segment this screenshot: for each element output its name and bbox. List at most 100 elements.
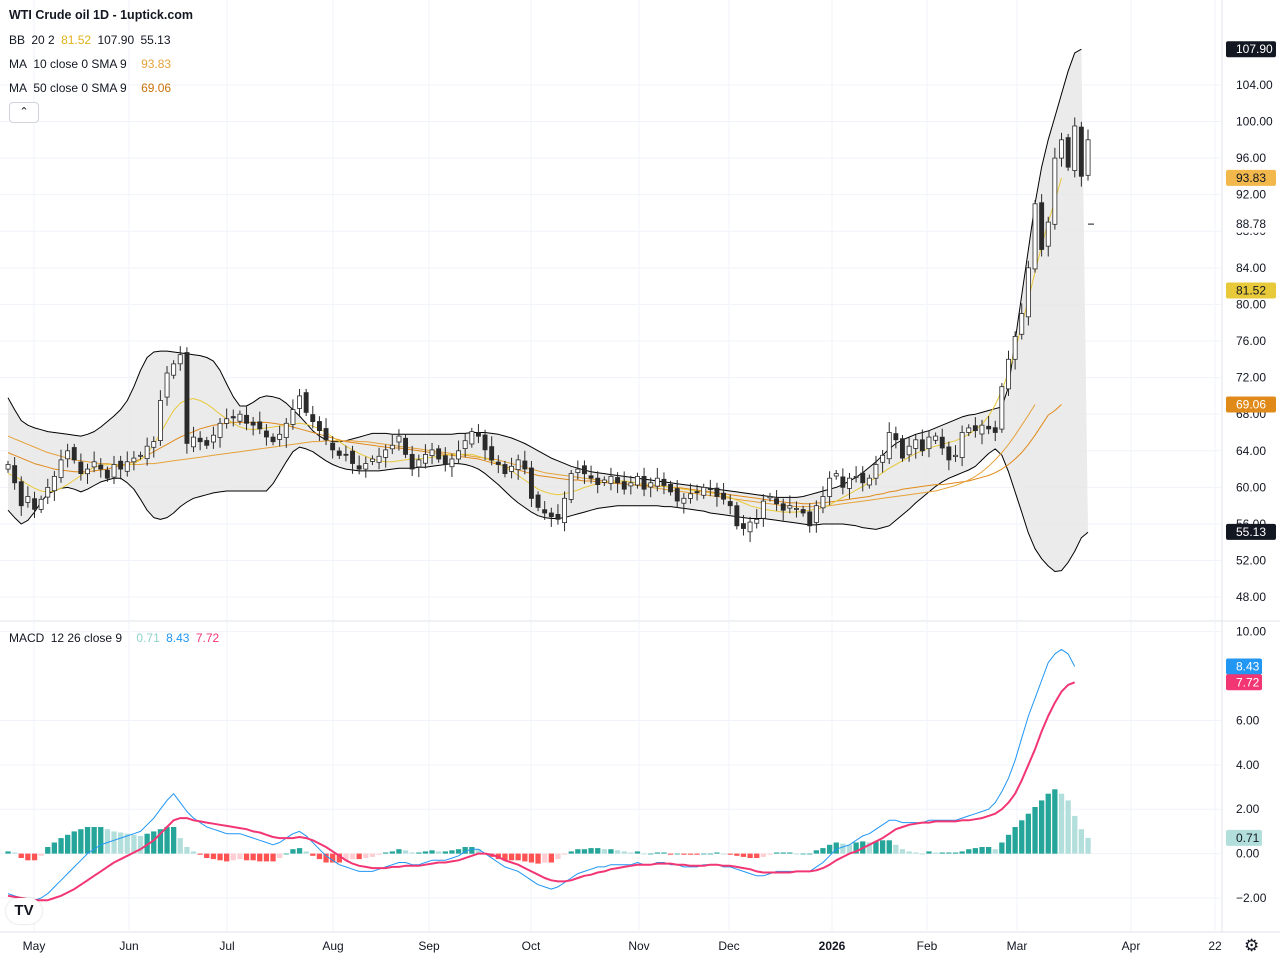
time-tick-label: Jul bbox=[219, 939, 234, 953]
candle-body bbox=[197, 437, 203, 443]
macd-histogram-bar bbox=[197, 853, 203, 855]
macd-histogram-bar bbox=[51, 842, 57, 854]
macd-histogram-bar bbox=[720, 853, 727, 855]
macd-histogram-bar bbox=[263, 853, 270, 862]
macd-histogram-bar bbox=[71, 831, 77, 854]
candle-body bbox=[32, 498, 37, 510]
bb-legend[interactable]: BB 20 2 81.52 107.90 55.13 bbox=[9, 33, 174, 47]
macd-histogram-bar bbox=[846, 844, 853, 854]
candle-body bbox=[933, 435, 939, 441]
candle-body bbox=[588, 475, 594, 479]
candle-body bbox=[164, 372, 170, 398]
candle-body bbox=[1032, 203, 1038, 270]
candle-body bbox=[138, 454, 143, 457]
ma50-value: 69.06 bbox=[141, 81, 172, 95]
candle-body bbox=[615, 477, 620, 484]
price-tick-label: 80.00 bbox=[1236, 297, 1266, 311]
collapse-legend-button[interactable]: ⌃ bbox=[9, 102, 39, 123]
macd-histogram-bar bbox=[58, 838, 64, 854]
macd-histogram-bar bbox=[157, 829, 164, 854]
macd-histogram-bar bbox=[436, 851, 442, 854]
ma50-legend[interactable]: MA 50 close 0 SMA 9 69.06 bbox=[9, 81, 174, 95]
macd-histogram-bar bbox=[1039, 800, 1045, 854]
macd-histogram-bar bbox=[429, 850, 435, 854]
bb-basis-line bbox=[7, 404, 1062, 505]
price-value-label: 69.06 bbox=[1236, 397, 1266, 411]
macd-histogram-bar bbox=[224, 853, 230, 862]
candle-body bbox=[475, 432, 481, 437]
time-tick-label: Oct bbox=[522, 939, 541, 953]
macd-histogram-bar bbox=[833, 842, 839, 854]
macd-histogram-bar bbox=[1085, 837, 1091, 854]
candle-body bbox=[1039, 202, 1045, 250]
tradingview-logo-icon[interactable]: TV bbox=[6, 898, 42, 924]
candle-body bbox=[250, 421, 256, 426]
candle-body bbox=[509, 465, 514, 472]
macd-histogram-bar bbox=[740, 853, 747, 857]
macd-histogram-bar bbox=[601, 849, 607, 854]
macd-histogram-bar bbox=[330, 853, 336, 863]
candle-body bbox=[502, 464, 508, 475]
macd-histogram-bar bbox=[409, 852, 415, 854]
macd-value-badge bbox=[1226, 829, 1262, 846]
macd-histogram-bar bbox=[780, 852, 786, 854]
ma10-legend[interactable]: MA 10 close 0 SMA 9 93.83 bbox=[9, 57, 174, 71]
candle-body bbox=[489, 446, 495, 461]
candle-body bbox=[91, 461, 97, 468]
macd-histogram-bar bbox=[316, 853, 323, 860]
macd-histogram-bar bbox=[568, 851, 574, 854]
bb-params: 20 2 bbox=[31, 33, 55, 47]
candle-body bbox=[1052, 157, 1058, 225]
macd-histogram-bar bbox=[124, 833, 130, 854]
candle-body bbox=[853, 475, 859, 478]
candle-body bbox=[436, 448, 442, 460]
candle-body bbox=[787, 505, 793, 509]
macd-histogram-bar bbox=[243, 853, 250, 861]
price-value-badge bbox=[1226, 523, 1276, 540]
candle-body bbox=[283, 422, 289, 438]
candle-body bbox=[363, 463, 369, 470]
time-tick-label: Feb bbox=[917, 939, 938, 953]
signal-line bbox=[7, 681, 1076, 902]
price-tick-label: 60.00 bbox=[1236, 480, 1266, 494]
macd-histogram-bar bbox=[687, 853, 694, 855]
macd-histogram-bar bbox=[747, 853, 753, 858]
candle-body bbox=[18, 481, 24, 507]
candle-body bbox=[224, 418, 230, 424]
macd-histogram-bar bbox=[190, 851, 197, 854]
time-tick-label: Nov bbox=[628, 939, 649, 953]
gear-icon[interactable]: ⚙ bbox=[1244, 936, 1260, 955]
candle-body bbox=[674, 488, 680, 502]
candle-body bbox=[51, 475, 57, 492]
candle-body bbox=[403, 437, 408, 455]
candle-body bbox=[1072, 125, 1078, 171]
candle-body bbox=[369, 458, 375, 462]
candle-body bbox=[840, 476, 846, 488]
candle-body bbox=[913, 439, 919, 449]
macd-histogram-bar bbox=[1065, 800, 1071, 854]
price-value-label: 55.13 bbox=[1236, 525, 1266, 539]
candle-body bbox=[972, 425, 978, 432]
candle-body bbox=[297, 395, 302, 409]
macd-hist-value: 0.71 bbox=[136, 631, 160, 645]
candle-body bbox=[495, 461, 501, 465]
macd-histogram-bar bbox=[952, 852, 959, 854]
candle-body bbox=[25, 496, 31, 503]
candle-body bbox=[946, 446, 952, 461]
candle-body bbox=[542, 509, 548, 514]
candle-body bbox=[191, 436, 196, 448]
candle-body bbox=[535, 494, 541, 508]
macd-histogram-bar bbox=[813, 850, 819, 854]
price-axis: 48.0052.0056.0060.0064.0068.0072.0076.00… bbox=[1088, 41, 1277, 905]
macd-tick-label: −2.00 bbox=[1236, 891, 1267, 905]
price-tick-label: 64.00 bbox=[1236, 444, 1266, 458]
candle-body bbox=[919, 439, 925, 452]
macd-tick-label: 10.00 bbox=[1236, 625, 1266, 639]
macd-legend[interactable]: MACD 12 26 close 9 0.71 8.43 7.72 bbox=[9, 631, 222, 645]
candle-body bbox=[383, 449, 389, 458]
macd-histogram-bar bbox=[98, 827, 104, 854]
candle-body bbox=[389, 444, 395, 450]
macd-histogram-bar bbox=[575, 849, 581, 854]
candle-body bbox=[727, 501, 733, 507]
